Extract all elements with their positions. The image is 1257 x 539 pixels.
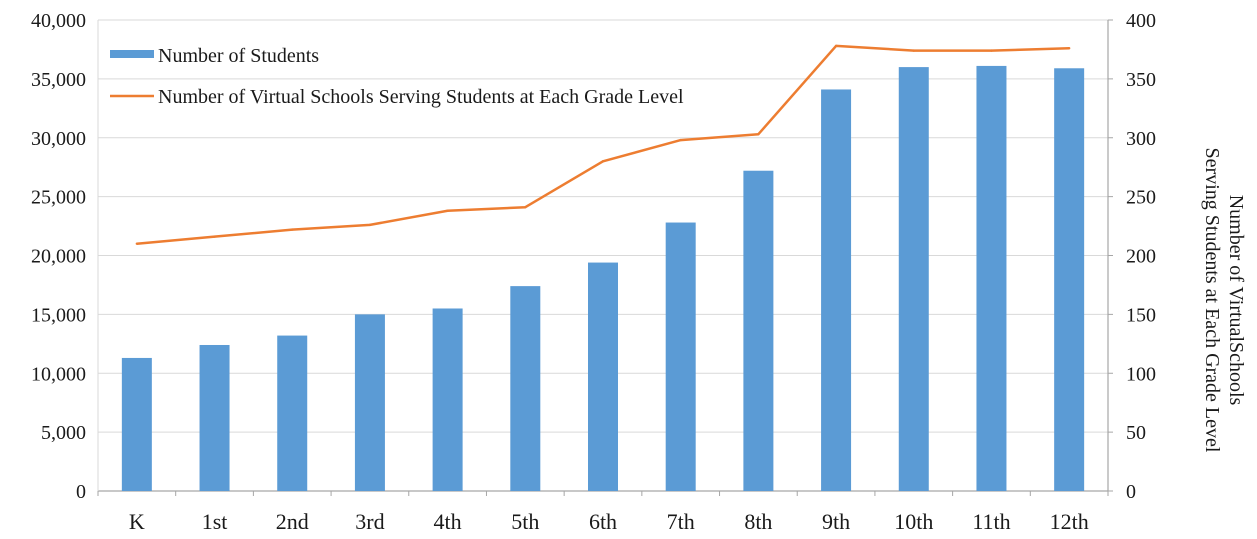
right-tick-label: 400 [1126,10,1156,32]
line-point [757,133,760,136]
line-point [135,242,139,245]
category-label: 3rd [355,509,384,534]
right-axis-title-line-2: Serving Students at Each Grade Level [1201,148,1223,453]
bar [588,262,618,491]
right-tick-label: 100 [1126,363,1156,385]
bar [743,170,774,491]
right-tick-label: 350 [1126,69,1156,91]
line-point [446,209,449,212]
bar [354,314,385,491]
line-point [213,235,216,238]
right-tick-label: 150 [1126,304,1156,326]
category-label: 5th [511,509,539,534]
left-tick-label: 20,000 [31,246,86,268]
left-tick-label: 40,000 [31,10,86,32]
right-axis-title-line-1: Number of VirtualSchools [1225,195,1247,406]
bar [432,308,463,491]
category-label: 10th [894,509,933,534]
category-label: 12th [1050,509,1089,534]
left-tick-label: 25,000 [31,187,86,209]
right-tick-label: 50 [1126,422,1146,444]
line-point [834,44,838,48]
bar [1054,68,1085,491]
right-tick-label: 200 [1126,246,1156,268]
bar [510,286,541,491]
line-point [912,49,915,52]
series-line [136,44,1070,245]
legend-swatch-students [110,50,154,58]
category-label: K [129,509,145,534]
category-label: 7th [667,509,695,534]
axes: 0 5,000 10,000 15,000 20,000 25,000 30,000 35,0… [31,10,1156,534]
line-series [135,44,1071,245]
bar [898,67,929,491]
line-point [291,228,294,231]
left-tick-label: 0 [76,481,86,503]
bar [665,222,696,491]
left-tick-label: 30,000 [31,128,86,150]
bar [976,65,1007,492]
left-tick-label: 15,000 [31,304,86,326]
legend-label-schools: Number of Virtual Schools Serving Studen… [158,86,684,108]
category-label: 9th [822,509,850,534]
bar [277,335,308,491]
left-tick-label: 35,000 [31,69,86,91]
bar [121,357,152,491]
line-point [679,138,682,142]
bar-series [121,65,1085,492]
line-point [601,160,605,163]
line-point [368,223,372,227]
category-label: 1st [202,509,228,534]
legend-label-students: Number of Students [158,45,319,67]
line-point [524,206,527,209]
right-axis-title: Number of VirtualSchools Serving Student… [1201,148,1247,453]
left-tick-label: 10,000 [31,363,86,385]
category-label: 2nd [276,509,309,534]
bar [199,344,230,491]
category-label: 6th [589,509,617,534]
category-label: 4th [434,509,462,534]
category-label: 11th [972,509,1010,534]
bar [821,89,852,491]
line-point [1067,47,1071,50]
category-label: 8th [744,509,772,534]
right-tick-label: 0 [1126,481,1136,503]
legend: Number of Students Number of Virtual Sch… [110,45,684,108]
right-tick-label: 300 [1126,128,1156,150]
left-tick-label: 5,000 [41,422,86,444]
line-point [990,49,993,52]
right-tick-label: 250 [1126,187,1156,209]
